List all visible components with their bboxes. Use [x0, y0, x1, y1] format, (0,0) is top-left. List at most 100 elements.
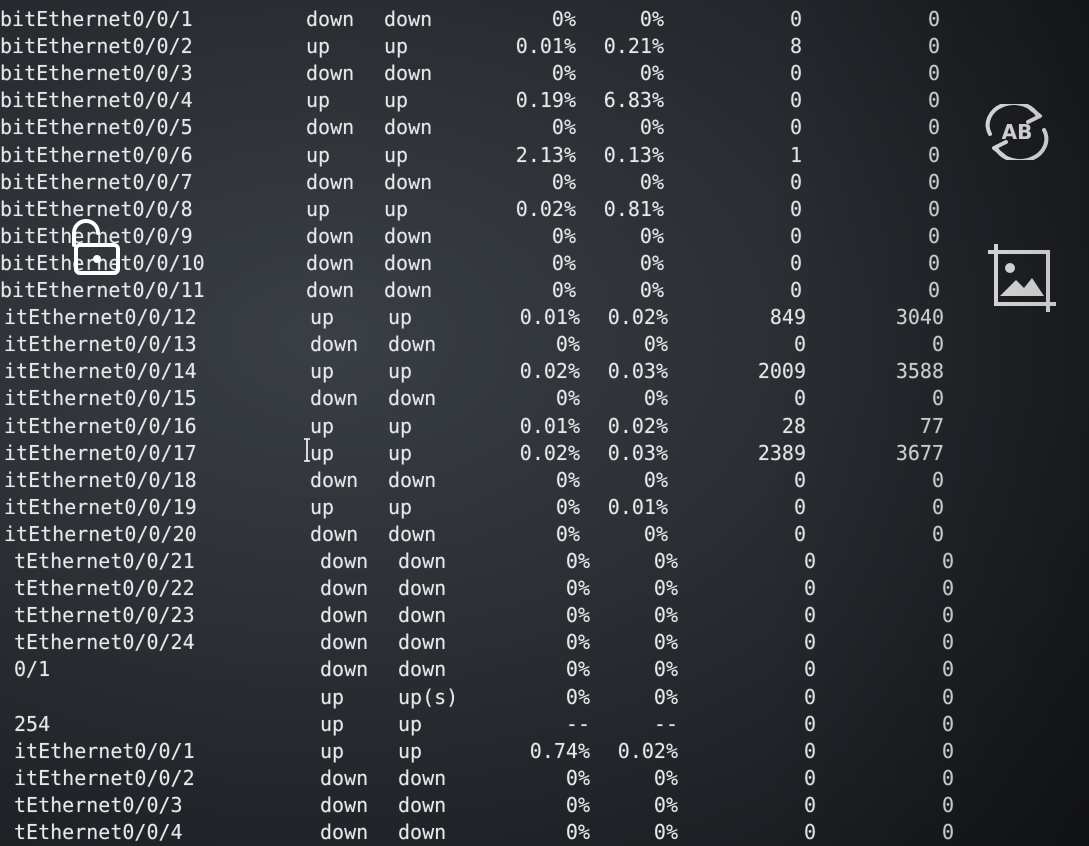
table-row: tEthernet0/0/23 down down 0% 0% 0 0: [14, 602, 974, 629]
phy-status: down: [306, 115, 355, 140]
unlock-icon[interactable]: [66, 215, 122, 277]
out-errors: 0: [931, 386, 944, 411]
out-errors: 0: [941, 630, 954, 655]
out-utilization: 0%: [653, 765, 678, 790]
in-utilization: --: [565, 711, 590, 736]
in-utilization: 0%: [555, 386, 580, 411]
table-row: bitEthernet0/0/10 down down 0% 0% 0 0: [0, 250, 960, 277]
protocol-status: down: [388, 386, 437, 411]
protocol-status: down: [384, 115, 433, 140]
phy-status: down: [310, 467, 359, 492]
protocol-status: down: [388, 521, 437, 546]
phy-status: down: [310, 521, 359, 546]
out-errors: 0: [927, 7, 940, 31]
phy-status: up: [306, 142, 331, 167]
interface-name: itEthernet0/0/16: [4, 413, 197, 438]
phy-status: down: [306, 223, 355, 248]
table-row: tEthernet0/0/24 down down 0% 0% 0 0: [14, 629, 974, 656]
text-cursor-icon: [304, 438, 310, 462]
phy-status: up: [320, 711, 345, 736]
in-utilization: 0.02%: [515, 196, 576, 221]
image-search-icon[interactable]: [986, 242, 1058, 314]
out-utilization: 0%: [639, 169, 664, 194]
table-row: itEthernet0/0/14 up up 0.02% 0.03% 2009 3588: [4, 358, 964, 385]
out-errors: 77: [919, 413, 944, 438]
phy-status: down: [320, 657, 369, 682]
protocol-status: down: [398, 549, 447, 573]
out-utilization: 0.02%: [607, 413, 668, 438]
interface-name: itEthernet0/0/1: [14, 738, 195, 763]
phy-status: down: [320, 792, 369, 817]
in-errors: 0: [789, 196, 802, 221]
protocol-status: up: [398, 711, 423, 736]
in-errors: 849: [769, 305, 806, 330]
out-errors: 0: [941, 684, 954, 709]
table-row: itEthernet0/0/16 up up 0.01% 0.02% 28 77: [4, 413, 964, 440]
protocol-status: up: [388, 494, 413, 519]
table-row: 254 up up -- -- 0 0: [14, 711, 974, 738]
in-errors: 1: [789, 142, 802, 167]
out-utilization: 0%: [639, 250, 664, 275]
phy-status: down: [320, 576, 369, 601]
interface-name: itEthernet0/0/12: [4, 305, 197, 330]
in-utilization: 0%: [565, 603, 590, 628]
in-errors: 0: [789, 169, 802, 194]
phy-status: down: [320, 603, 369, 628]
table-row: 0/1 down down 0% 0% 0 0: [14, 656, 974, 683]
out-errors: 0: [941, 792, 954, 817]
out-errors: 0: [941, 549, 954, 573]
in-errors: 0: [803, 738, 816, 763]
in-errors: 0: [803, 792, 816, 817]
out-utilization: 0%: [653, 820, 678, 844]
protocol-status: up: [388, 413, 413, 438]
in-errors: 0: [803, 549, 816, 573]
interface-name: bitEthernet0/0/4: [0, 88, 193, 113]
in-utilization: 0.74%: [529, 738, 590, 763]
in-errors: 0: [803, 684, 816, 709]
table-row: itEthernet0/0/1 up up 0.74% 0.02% 0 0: [14, 738, 974, 765]
phy-status: down: [310, 386, 359, 411]
out-errors: 0: [941, 765, 954, 790]
interface-name: bitEthernet0/0/2: [0, 34, 193, 59]
interface-name: tEthernet0/0/21: [14, 549, 195, 573]
phy-status: down: [306, 250, 355, 275]
protocol-status: down: [398, 792, 447, 817]
interface-name: itEthernet0/0/15: [4, 386, 197, 411]
phy-status: up: [310, 494, 335, 519]
out-errors: 0: [941, 603, 954, 628]
translate-ab-icon[interactable]: AB: [978, 104, 1056, 160]
in-errors: 2009: [757, 359, 806, 384]
out-utilization: 0%: [643, 521, 668, 546]
out-utilization: 0%: [653, 630, 678, 655]
phy-status: down: [320, 549, 369, 573]
out-errors: 0: [927, 169, 940, 194]
phy-status: up: [320, 738, 345, 763]
out-errors: 0: [941, 576, 954, 601]
out-utilization: 0%: [643, 386, 668, 411]
protocol-status: down: [398, 576, 447, 601]
out-utilization: 0%: [643, 467, 668, 492]
phy-status: down: [320, 820, 369, 844]
interface-name: itEthernet0/0/13: [4, 332, 197, 357]
protocol-status: down: [384, 223, 433, 248]
interface-name: bitEthernet0/0/1: [0, 7, 193, 31]
out-errors: 0: [927, 142, 940, 167]
in-utilization: 0%: [565, 684, 590, 709]
in-utilization: 0%: [555, 521, 580, 546]
in-errors: 0: [803, 576, 816, 601]
out-utilization: 0.03%: [607, 359, 668, 384]
interface-name: bitEthernet0/0/6: [0, 142, 193, 167]
in-errors: 0: [793, 467, 806, 492]
table-row: itEthernet0/0/19 up up 0% 0.01% 0 0: [4, 494, 964, 521]
interface-name: tEthernet0/0/4: [14, 820, 183, 844]
in-errors: 0: [789, 223, 802, 248]
phy-status: up: [310, 305, 335, 330]
out-errors: 0: [941, 657, 954, 682]
table-row: itEthernet0/0/2 down down 0% 0% 0 0: [14, 765, 974, 792]
phy-status: down: [306, 7, 355, 31]
interface-name: itEthernet0/0/17: [4, 440, 197, 465]
protocol-status: up: [388, 440, 413, 465]
out-errors: 0: [927, 223, 940, 248]
table-row: tEthernet0/0/21 down down 0% 0% 0 0: [14, 548, 974, 575]
